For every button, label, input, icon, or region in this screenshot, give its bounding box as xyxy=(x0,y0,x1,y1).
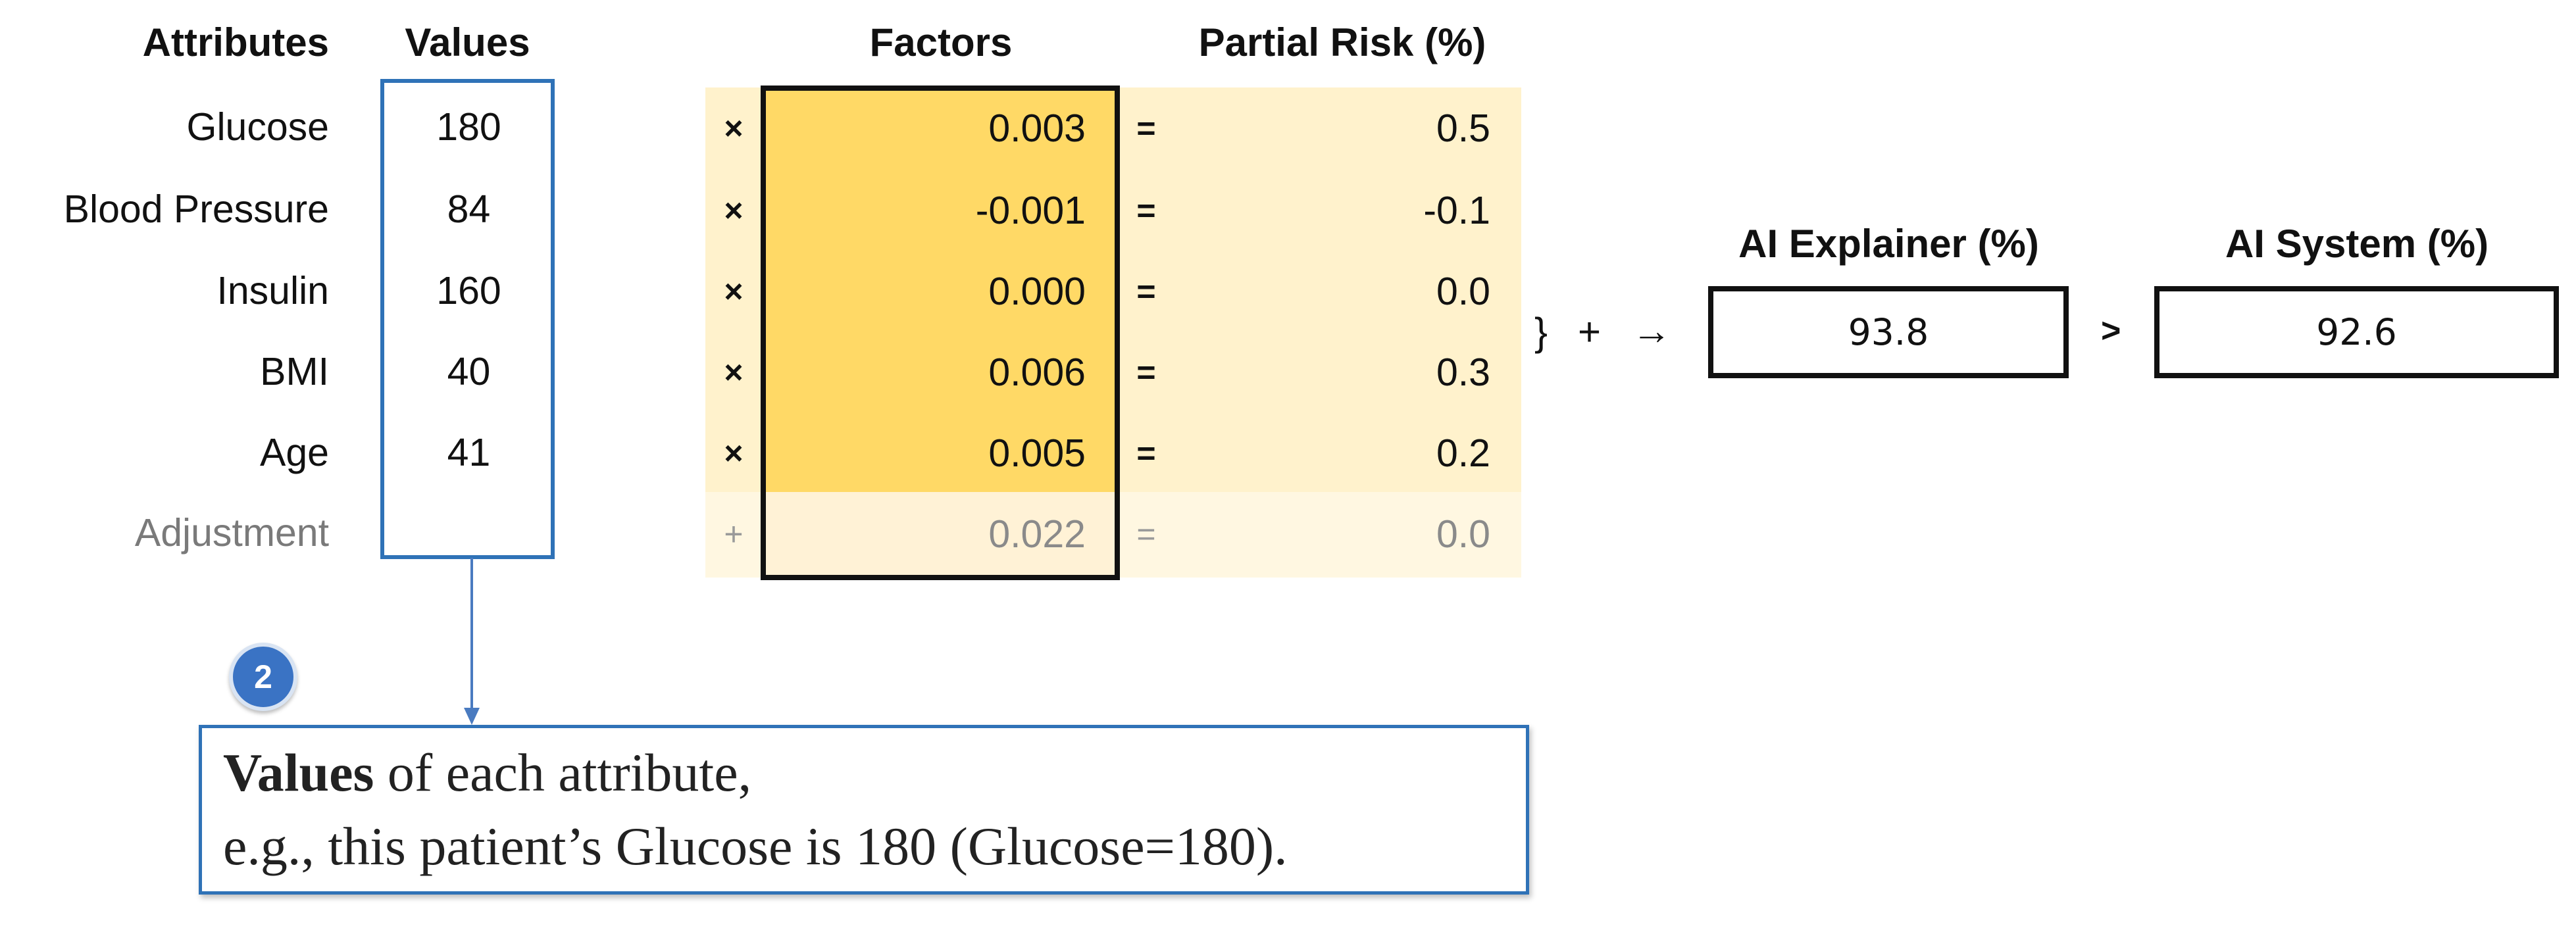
header-attributes: Attributes xyxy=(142,20,329,64)
factor-value: 0.003 xyxy=(988,107,1086,150)
callout-line-1: Values of each attribute, xyxy=(223,736,1526,810)
equals-sign: = xyxy=(1136,354,1156,391)
callout-line-2: e.g., this patient’s Glucose is 180 (Glu… xyxy=(223,816,1288,876)
factor-value: 0.005 xyxy=(988,431,1086,475)
partial-risk-value: -0.1 xyxy=(1423,189,1490,232)
multiply-sign: × xyxy=(724,110,744,147)
callout-bold-term: Values xyxy=(223,743,374,802)
multiply-sign: × xyxy=(724,192,744,229)
attribute-value: 180 xyxy=(436,105,501,149)
brace-symbol: } xyxy=(1534,310,1548,354)
arrow-icon: → xyxy=(1632,308,1671,353)
header-factors: Factors xyxy=(869,20,1013,64)
attribute-value: 160 xyxy=(436,269,501,312)
callout-explanation: Values of each attribute, e.g., this pat… xyxy=(199,725,1529,895)
greater-than-symbol: > xyxy=(2101,312,2121,350)
partial-risk-value: 0.3 xyxy=(1436,351,1490,394)
equals-sign: = xyxy=(1136,273,1156,310)
attribute-label: BMI xyxy=(260,350,329,393)
factor-value: 0.006 xyxy=(988,351,1086,394)
ai-system-result-box: 92.6 xyxy=(2154,286,2559,378)
plus-sign: + xyxy=(724,516,744,553)
attribute-value: 40 xyxy=(447,350,491,393)
multiply-sign: × xyxy=(724,435,744,472)
partial-risk-value: 0.5 xyxy=(1436,107,1490,150)
factor-column-fill xyxy=(763,87,1119,492)
factor-column-adjustment-fill xyxy=(763,492,1119,578)
factors-box xyxy=(761,86,1120,580)
factor-value: -0.001 xyxy=(975,189,1086,232)
partial-risk-value: 0.2 xyxy=(1436,431,1490,475)
header-partial-risk: Partial Risk (%) xyxy=(1198,20,1486,64)
partial-risk-value: 0.0 xyxy=(1436,270,1490,313)
equals-sign: = xyxy=(1136,516,1156,553)
equals-sign: = xyxy=(1136,435,1156,472)
connector-arrow xyxy=(464,558,480,725)
adjustment-risk-value: 0.0 xyxy=(1436,512,1490,556)
multiply-sign: × xyxy=(724,273,744,310)
attribute-label: Insulin xyxy=(216,269,329,312)
equals-sign: = xyxy=(1136,110,1156,147)
header-values: Values xyxy=(405,20,530,64)
plus-symbol: + xyxy=(1578,310,1602,354)
attribute-label-adjustment: Adjustment xyxy=(134,511,329,554)
adjustment-factor-value: 0.022 xyxy=(988,512,1086,556)
attribute-label: Glucose xyxy=(186,105,329,149)
ai-explainer-result-box: 93.8 xyxy=(1708,286,2069,378)
attribute-label: Blood Pressure xyxy=(63,187,329,231)
callout-line-1-rest: of each attribute, xyxy=(374,743,752,802)
attribute-label: Age xyxy=(260,431,329,474)
factor-value: 0.000 xyxy=(988,270,1086,313)
attribute-value: 41 xyxy=(447,431,491,474)
step-number-badge: 2 xyxy=(229,643,297,711)
multiply-sign: × xyxy=(724,354,744,391)
equals-sign: = xyxy=(1136,192,1156,229)
header-ai-system: AI System (%) xyxy=(2225,222,2489,266)
attribute-value: 84 xyxy=(447,187,491,231)
header-ai-explainer: AI Explainer (%) xyxy=(1738,222,2039,266)
values-box xyxy=(380,79,555,559)
